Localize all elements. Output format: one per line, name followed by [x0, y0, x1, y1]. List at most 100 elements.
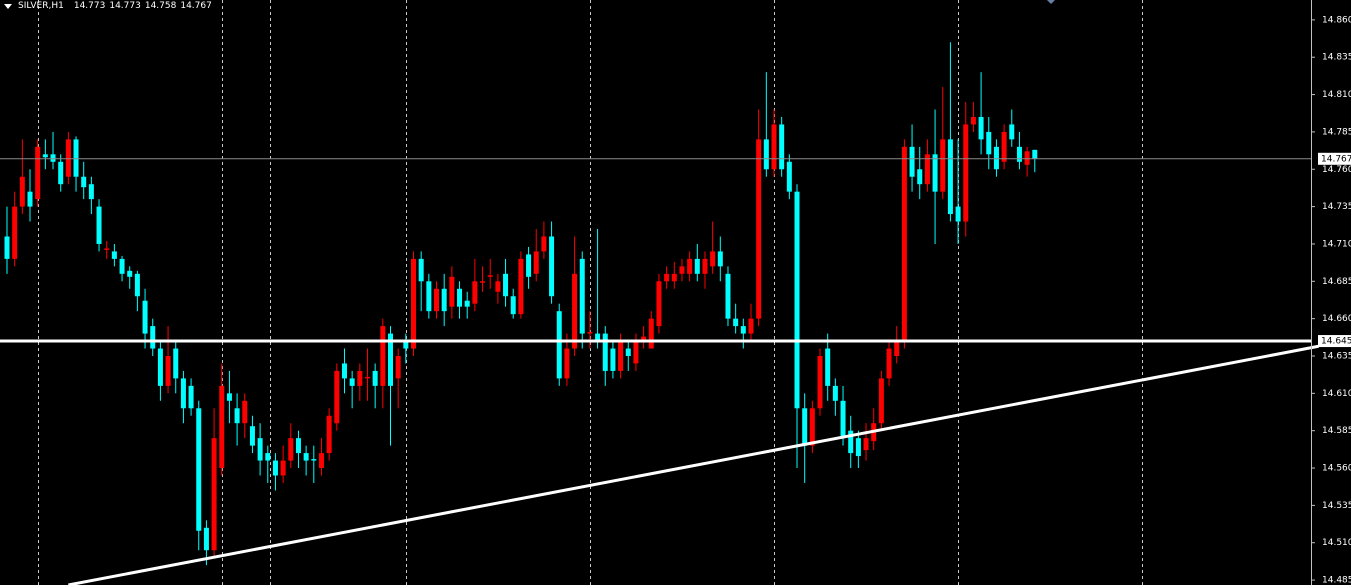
candle-body — [694, 258, 700, 274]
candle-body — [886, 348, 892, 379]
candle-body — [257, 438, 263, 461]
candle-body — [702, 258, 708, 274]
y-tick-label: 14.760 — [1322, 165, 1351, 175]
candle-body — [848, 430, 854, 454]
candle-body — [211, 438, 217, 551]
candle-body — [564, 348, 570, 379]
candle-body — [242, 400, 248, 424]
candle-body — [763, 139, 769, 170]
candle-body — [549, 236, 555, 297]
candle-body — [88, 184, 94, 200]
candle-body — [947, 139, 953, 215]
candle-body — [188, 385, 194, 409]
candle-body — [717, 251, 723, 267]
candle-body — [27, 191, 33, 207]
candle-body — [349, 378, 355, 386]
candle-body — [963, 124, 969, 222]
candle-body — [572, 273, 578, 349]
candle-body — [464, 300, 470, 307]
candle-body — [196, 408, 202, 531]
candle-body — [940, 139, 946, 192]
header-low: 14.758 — [144, 1, 177, 11]
candle-body — [924, 154, 930, 185]
candle-body — [825, 348, 831, 386]
y-tick-label: 14.510 — [1322, 538, 1351, 548]
candle-body — [265, 453, 271, 461]
candle-body — [794, 191, 800, 409]
candle-body — [380, 326, 386, 386]
candle-body — [334, 370, 340, 424]
candle-body — [487, 275, 493, 277]
header-high: 14.773 — [109, 1, 141, 11]
y-tick-label: 14.835 — [1322, 53, 1351, 63]
candle-body — [802, 408, 808, 446]
y-tick-label: 14.585 — [1322, 426, 1351, 436]
candle-body — [203, 527, 209, 551]
candle-body — [295, 438, 301, 454]
candle-body — [625, 348, 631, 356]
candle-body — [725, 273, 731, 319]
candle-body — [579, 258, 585, 334]
candle-body — [357, 370, 363, 386]
time-grid — [38, 0, 1143, 585]
candle-body — [234, 408, 240, 424]
candle-body — [180, 378, 186, 409]
candle-body — [970, 116, 976, 125]
candle-body — [472, 281, 478, 304]
candle-body — [395, 355, 401, 379]
candle-body — [119, 258, 125, 274]
candle-body — [917, 169, 923, 185]
candle-body — [541, 236, 547, 252]
y-tick-label: 14.660 — [1322, 314, 1351, 324]
candle-body — [779, 124, 785, 170]
candle-body — [656, 281, 662, 327]
candle-body — [633, 341, 639, 364]
candle-body — [411, 258, 417, 349]
candle-body — [909, 146, 915, 177]
candle-body — [595, 333, 601, 342]
candle-body — [710, 251, 716, 267]
candle-body — [510, 296, 516, 315]
candle-body — [526, 254, 532, 277]
candle-body — [434, 288, 440, 312]
candle-body — [556, 311, 562, 379]
candle-body — [503, 273, 509, 297]
candle-body — [12, 206, 18, 259]
candle-body — [388, 333, 393, 386]
candle-body — [1016, 146, 1022, 162]
candle-body — [134, 273, 140, 297]
candle-body — [832, 385, 838, 401]
candle-body — [955, 206, 961, 222]
candle-body — [687, 258, 693, 274]
candle-body — [104, 248, 110, 250]
candle-body — [733, 318, 739, 327]
candle-body — [403, 341, 409, 349]
chart-header: SILVER,H1 14.773 14.773 14.758 14.767 — [4, 1, 212, 11]
candle-body — [303, 453, 309, 461]
candle-body — [664, 273, 670, 282]
candle-body — [978, 116, 984, 140]
candle-body — [1001, 131, 1007, 162]
candle-body — [587, 332, 593, 334]
y-tick-label: 14.810 — [1322, 90, 1351, 100]
candle-body — [618, 341, 624, 371]
candle-body — [65, 139, 71, 177]
plot — [0, 42, 1319, 585]
y-tick-label: 14.735 — [1322, 202, 1351, 212]
candle-body — [35, 146, 41, 200]
candle-body — [4, 236, 10, 259]
candle-body — [610, 348, 616, 371]
price-label: 14.645 — [1321, 337, 1351, 347]
candle-body — [786, 161, 792, 192]
arrow-marker — [1047, 0, 1055, 4]
candle-body — [165, 355, 171, 386]
candle-body — [127, 270, 133, 277]
candle-body — [280, 460, 286, 476]
candle-body — [901, 146, 907, 342]
candle-body — [142, 300, 148, 334]
candle-body — [58, 161, 64, 185]
candle-body — [364, 376, 370, 379]
